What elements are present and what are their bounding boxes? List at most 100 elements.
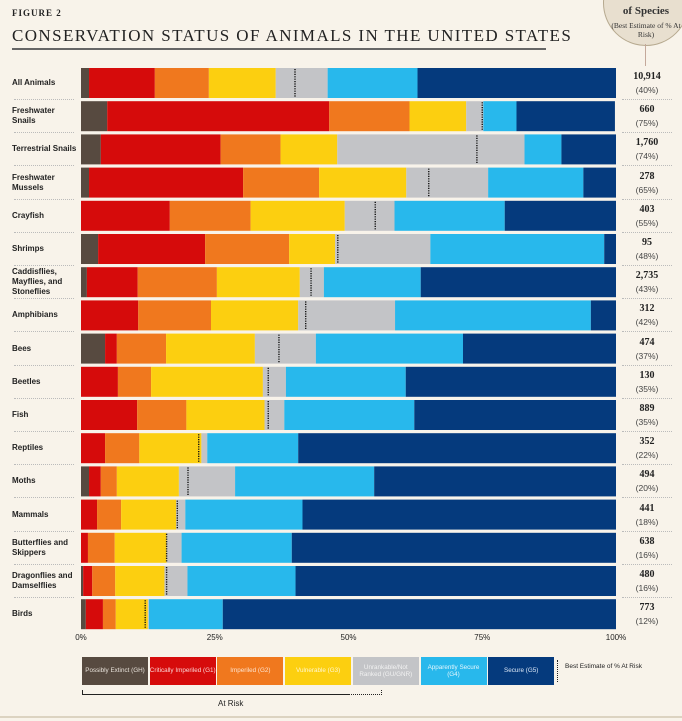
at-risk-percent: (48%) (635, 251, 659, 261)
bar-segment (166, 333, 255, 364)
bar-segment (280, 134, 338, 165)
at-risk-percent: (55%) (635, 217, 659, 228)
at-risk-percent: (18%) (635, 516, 659, 527)
bar-segment (114, 532, 167, 563)
species-count: 441 (639, 502, 655, 514)
species-count: 773 (639, 602, 655, 614)
at-risk-percent: (43%) (635, 284, 659, 295)
row-divider (622, 331, 672, 333)
at-risk-percent: (37%) (635, 350, 659, 361)
bar-segment (262, 366, 286, 397)
bar-segment (115, 599, 148, 630)
bar-segment (105, 433, 140, 464)
bar-segment (81, 532, 88, 563)
bar-segment (89, 68, 155, 98)
bar-segment (169, 200, 251, 231)
row-divider (622, 464, 672, 466)
bar-segment (394, 200, 505, 231)
row-divider (14, 198, 74, 200)
bar-segment (207, 433, 299, 464)
row-divider (622, 298, 672, 300)
bar-segment (374, 466, 616, 497)
bar-segment (87, 532, 115, 563)
row-divider (622, 563, 672, 565)
bottom-rule (0, 716, 682, 718)
species-count: 130 (639, 369, 655, 381)
bar-segment (298, 433, 616, 464)
row-divider (622, 397, 672, 399)
at-risk-percent: (35%) (635, 417, 659, 427)
bar-segment (417, 68, 616, 98)
bar-segment (395, 300, 591, 331)
bar-segment (235, 466, 375, 497)
row-divider (622, 530, 672, 532)
bar-segment (284, 400, 415, 430)
bar-segment (92, 566, 116, 596)
species-count: 278 (639, 170, 655, 182)
title-underline (12, 48, 546, 50)
row-label: Bees (12, 343, 32, 353)
bar-segment (243, 167, 320, 198)
bar-segment (139, 433, 202, 464)
legend-item: Secure (G5) (488, 657, 555, 685)
row-label: All Animals (12, 78, 56, 87)
row-label: Fish (12, 410, 29, 419)
bar-segment (323, 267, 421, 298)
row-divider (14, 530, 74, 532)
at-risk-bracket-extension (349, 690, 382, 695)
bar-segment (187, 566, 296, 596)
legend-item: Apparently Secure (G4) (420, 657, 487, 685)
species-count: 312 (639, 303, 655, 315)
bar-segment (98, 234, 206, 264)
bar-segment (81, 566, 84, 596)
bar-segment (116, 333, 167, 364)
bar-segment (102, 599, 116, 630)
bar-segment (121, 499, 177, 530)
bar-segment (89, 167, 244, 198)
bar-segment (138, 300, 212, 331)
row-divider (622, 165, 672, 167)
species-count: 10,914 (633, 71, 661, 82)
row-divider (622, 99, 672, 100)
bar-segment (430, 234, 605, 264)
bar-segment (315, 333, 463, 364)
bar-segment (462, 333, 616, 364)
bar-segment (89, 466, 101, 497)
x-tick-label: 50% (340, 633, 357, 642)
species-badge: of Species (Best Estimate of % At Risk) (603, 0, 682, 46)
row-label: Shrimps (12, 244, 45, 253)
bar-segment (166, 532, 182, 563)
bar-segment (85, 599, 103, 630)
x-tick-label: 75% (474, 633, 491, 642)
bar-segment (405, 366, 616, 397)
bar-segment (327, 68, 418, 98)
bar-segment (86, 267, 138, 298)
bar-segment (116, 466, 179, 497)
species-count: 2,735 (635, 270, 659, 282)
bar-segment (344, 200, 395, 231)
row-divider (14, 132, 74, 134)
bar-segment (220, 134, 281, 165)
species-count: 889 (639, 403, 655, 414)
row-label: Beetles (12, 376, 41, 386)
bar-segment (516, 101, 615, 132)
species-count: 95 (642, 237, 652, 248)
row-divider (14, 563, 74, 565)
bar-segment (302, 499, 616, 530)
row-divider (622, 431, 672, 432)
at-risk-percent: (35%) (635, 383, 659, 394)
row-divider (622, 198, 672, 200)
badge-pointer (645, 44, 646, 66)
row-divider (622, 597, 672, 598)
bar-segment (176, 499, 186, 530)
row-divider (622, 364, 672, 366)
bar-segment (105, 333, 117, 364)
bar-segment (205, 234, 290, 264)
legend-item: Critically Imperiled (G1) (149, 657, 216, 685)
bar-segment (81, 68, 90, 98)
row-label: Birds (12, 609, 33, 619)
species-count: 352 (639, 436, 655, 448)
row-label: Moths (12, 476, 36, 486)
bar-segment (107, 101, 330, 132)
